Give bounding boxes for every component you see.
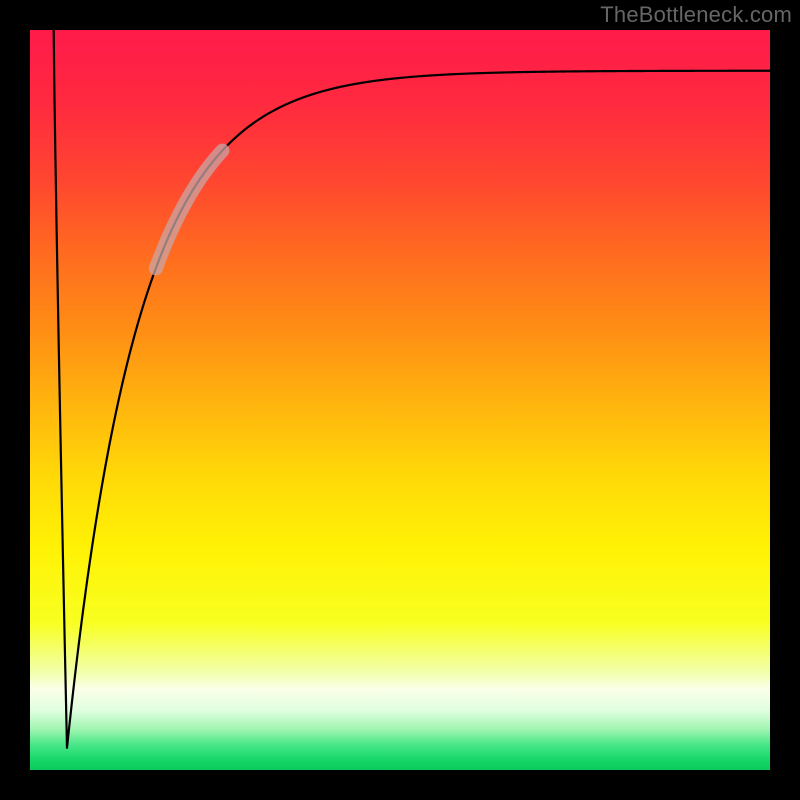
stage: TheBottleneck.com — [0, 0, 800, 800]
chart-svg — [0, 0, 800, 800]
watermark-text: TheBottleneck.com — [600, 2, 792, 28]
plot-background — [30, 30, 770, 770]
